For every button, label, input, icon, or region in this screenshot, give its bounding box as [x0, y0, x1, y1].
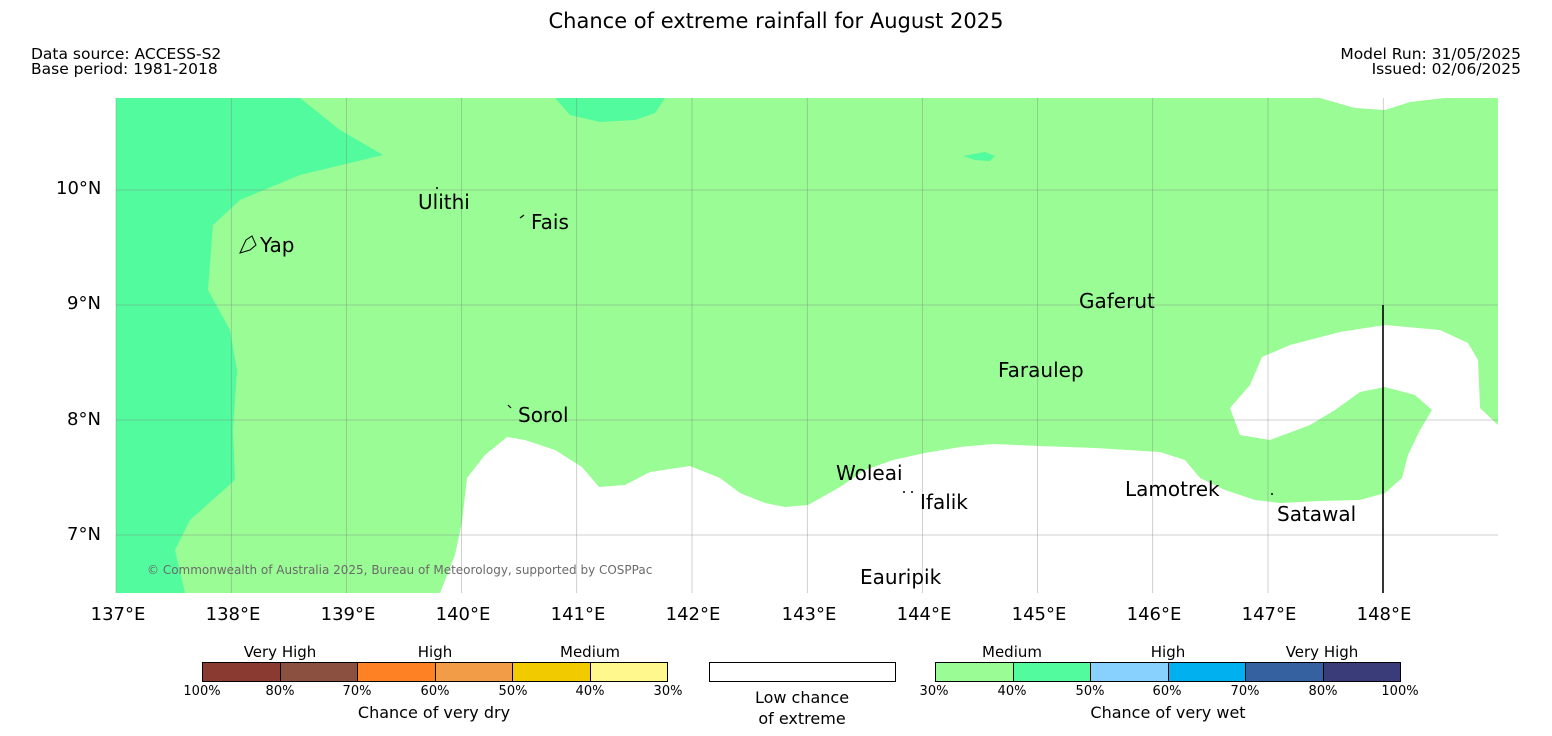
ifalik-island-mark-1 — [903, 491, 905, 493]
dry-legend-very-high: Very High — [243, 643, 317, 661]
lon-tick-147e: 147°E — [1241, 604, 1297, 625]
low-chance-caption-1: Low chance — [754, 688, 850, 707]
wet-tick: 30% — [919, 684, 949, 699]
dry-colorbar-seg — [435, 663, 513, 681]
place-label-yap: Yap — [260, 233, 295, 257]
lon-tick-144e: 144°E — [896, 604, 952, 625]
dry-colorbar-seg — [513, 663, 591, 681]
wet-tick: 40% — [997, 684, 1027, 699]
dry-colorbar-seg — [203, 663, 281, 681]
wet-legend-caption: Chance of very wet — [1090, 703, 1246, 722]
dry-legend-medium: Medium — [560, 643, 620, 661]
place-label-gaferut: Gaferut — [1079, 289, 1155, 313]
wet-tick: 60% — [1152, 684, 1182, 699]
sorol-island-mark — [507, 404, 512, 409]
low-chance-swatch — [709, 662, 896, 682]
wet-legend-high: High — [1150, 643, 1186, 661]
low-chance-area — [440, 325, 1498, 593]
issued-label: Issued: 02/06/2025 — [1371, 60, 1521, 78]
lon-tick-142e: 142°E — [665, 604, 721, 625]
low-chance-area-north — [1320, 98, 1445, 110]
place-label-ulithi: Ulithi — [418, 190, 470, 214]
lon-tick-140e: 140°E — [435, 604, 491, 625]
chart-title: Chance of extreme rainfall for August 20… — [548, 9, 1004, 33]
lon-tick-137e: 137°E — [90, 604, 146, 625]
place-label-woleai: Woleai — [836, 461, 903, 485]
dry-colorbar-seg — [590, 663, 667, 681]
dry-tick: 50% — [498, 684, 528, 699]
wet-tick: 80% — [1308, 684, 1338, 699]
higher-wet-west — [116, 98, 383, 593]
place-label-fais: Fais — [531, 210, 569, 234]
dry-colorbar — [202, 662, 668, 682]
lon-tick-143e: 143°E — [781, 604, 837, 625]
lat-tick-8n: 8°N — [67, 409, 101, 430]
dry-tick: 60% — [420, 684, 450, 699]
wet-colorbar-seg — [1246, 663, 1324, 681]
wet-colorbar-seg — [1091, 663, 1169, 681]
wet-tick: 70% — [1230, 684, 1260, 699]
fais-island-mark — [519, 214, 525, 219]
wet-colorbar-seg — [1323, 663, 1400, 681]
dry-colorbar-seg — [358, 663, 436, 681]
wet-colorbar — [935, 662, 1401, 682]
higher-wet-north — [555, 98, 665, 122]
dry-tick: 80% — [265, 684, 295, 699]
model-run-label: Model Run: 31/05/2025 — [1340, 45, 1521, 63]
lat-tick-7n: 7°N — [67, 524, 101, 545]
wet-colorbar-seg — [1168, 663, 1246, 681]
lat-tick-9n: 9°N — [67, 293, 101, 314]
graticule — [115, 98, 1498, 593]
place-label-faraulep: Faraulep — [998, 358, 1084, 382]
dry-tick: 100% — [183, 684, 221, 699]
lat-tick-10n: 10°N — [56, 178, 102, 199]
lon-tick-146e: 146°E — [1126, 604, 1182, 625]
dry-legend-caption: Chance of very dry — [357, 703, 511, 722]
place-label-eauripik: Eauripik — [860, 565, 942, 589]
higher-wet-patch — [963, 152, 995, 161]
yap-island-shape — [239, 235, 257, 254]
low-chance-caption-2: of extreme — [758, 709, 846, 728]
place-label-satawal: Satawal — [1277, 502, 1357, 526]
lon-tick-138e: 138°E — [205, 604, 261, 625]
lon-tick-139e: 139°E — [320, 604, 376, 625]
place-label-sorol: Sorol — [518, 403, 569, 427]
place-label-lamotrek: Lamotrek — [1125, 477, 1220, 501]
dry-colorbar-seg — [280, 663, 358, 681]
dry-tick: 70% — [342, 684, 372, 699]
wet-legend-medium: Medium — [982, 643, 1042, 661]
dry-tick: 30% — [653, 684, 683, 699]
wet-colorbar-seg — [1013, 663, 1091, 681]
dry-tick: 40% — [575, 684, 605, 699]
dry-legend-high: High — [417, 643, 453, 661]
lon-tick-148e: 148°E — [1356, 604, 1412, 625]
wet-legend-very-high: Very High — [1285, 643, 1359, 661]
base-period-label: Base period: 1981-2018 — [31, 60, 218, 78]
satawal-island-mark — [1271, 493, 1273, 495]
wet-colorbar-seg — [936, 663, 1014, 681]
place-label-ifalik: Ifalik — [920, 490, 968, 514]
ifalik-island-mark-2 — [911, 491, 913, 493]
wet-tick: 100% — [1381, 684, 1419, 699]
data-source-label: Data source: ACCESS-S2 — [31, 45, 222, 63]
lon-tick-145e: 145°E — [1011, 604, 1067, 625]
copyright-notice: © Commonwealth of Australia 2025, Bureau… — [147, 563, 653, 577]
ulithi-island-mark — [436, 187, 438, 189]
wet-tick: 50% — [1075, 684, 1105, 699]
lon-tick-141e: 141°E — [550, 604, 606, 625]
